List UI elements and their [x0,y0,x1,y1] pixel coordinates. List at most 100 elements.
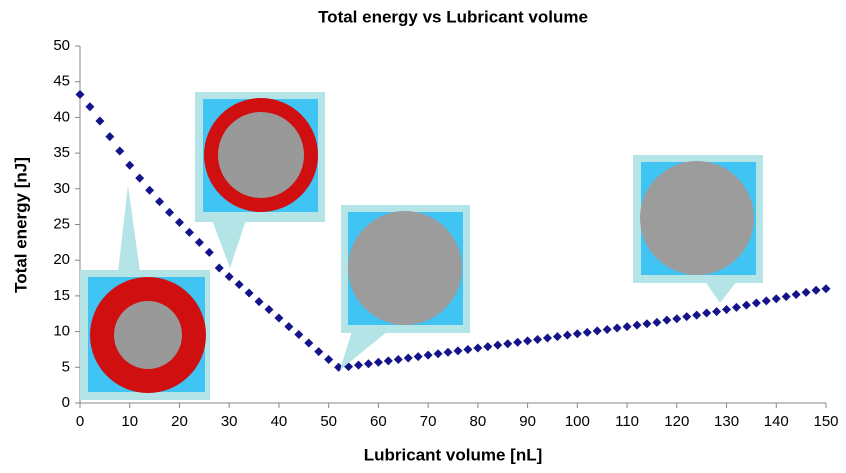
data-point [771,294,781,304]
contact-area [114,301,182,369]
data-point [751,298,761,308]
data-point [393,354,403,364]
data-point [572,329,582,339]
data-point [652,317,662,327]
callout-pointer [212,220,246,268]
data-point [562,330,572,340]
data-point [602,324,612,334]
x-tick-label: 130 [714,413,739,430]
data-point [552,332,562,342]
data-point [155,197,165,207]
data-point [632,320,642,330]
x-tick-label: 150 [813,413,838,430]
x-tick-label: 70 [420,413,437,430]
data-point [662,315,672,325]
data-point [75,90,85,100]
x-tick-label: 40 [271,413,288,430]
data-point [284,322,294,332]
data-point [224,272,234,282]
data-point [135,173,145,183]
y-tick-label: 0 [62,394,70,411]
x-tick-label: 110 [615,413,639,430]
contact-area [348,211,462,325]
data-point [85,102,95,112]
data-point [314,347,324,357]
data-point [682,312,692,322]
data-point [453,346,463,356]
data-point [433,349,443,359]
data-point [513,337,523,347]
data-point [165,207,175,217]
data-point [821,284,831,294]
x-tick-label: 80 [470,413,487,430]
y-axis-label: Total energy [nJ] [11,157,30,293]
data-point [244,288,254,298]
data-point [294,329,304,339]
data-point [811,285,821,295]
x-tick-label: 10 [121,413,138,430]
data-point [383,356,393,366]
contact-area [640,161,754,275]
data-point [493,340,503,350]
data-point [354,360,364,370]
x-tick-label: 120 [664,413,689,430]
y-tick-label: 5 [62,358,70,375]
data-point [115,146,125,156]
data-point [463,344,473,354]
insets [80,92,763,400]
data-point [214,263,224,273]
data-point [363,359,373,369]
data-point [592,326,602,336]
data-point [542,333,552,343]
y-tick-label: 35 [53,144,70,161]
y-tick-label: 40 [53,108,70,125]
data-point [702,308,712,318]
y-tick-label: 10 [53,323,70,340]
data-point [801,287,811,297]
x-tick-label: 50 [320,413,337,430]
y-tick-label: 15 [53,287,70,304]
data-point [473,343,483,353]
data-point [304,338,314,348]
data-point [264,304,274,314]
data-point [731,302,741,312]
data-point [483,342,493,352]
data-point [712,307,722,317]
data-point [612,323,622,333]
data-point [403,353,413,363]
data-point [95,116,105,126]
data-point [791,289,801,299]
y-tick-label: 30 [53,180,70,197]
data-point [722,304,732,314]
data-point [274,313,284,323]
chart-title: Total energy vs Lubricant volume [318,7,588,26]
markers [75,90,831,372]
y-tick-label: 25 [53,215,70,232]
data-point [503,339,513,349]
x-tick-label: 100 [565,413,590,430]
data-point [254,297,264,307]
data-point [582,327,592,337]
y-tick-label: 20 [53,251,70,268]
data-point [204,247,214,257]
data-point [194,237,204,247]
data-point [145,185,155,195]
data-point [413,352,423,362]
data-point [125,160,135,170]
callout-pointer [705,281,737,303]
data-point [692,310,702,320]
data-point [174,217,184,227]
x-tick-label: 60 [370,413,387,430]
data-point [373,357,383,367]
x-tick-label: 0 [76,413,84,430]
y-tick-label: 50 [53,37,70,54]
x-axis-label: Lubricant volume [nL] [364,445,543,464]
data-point [443,347,453,357]
data-point [334,362,344,372]
data-point [622,322,632,332]
data-point [642,319,652,329]
contact-area [218,112,304,198]
callout-pointer [340,331,388,370]
x-tick-label: 30 [221,413,238,430]
